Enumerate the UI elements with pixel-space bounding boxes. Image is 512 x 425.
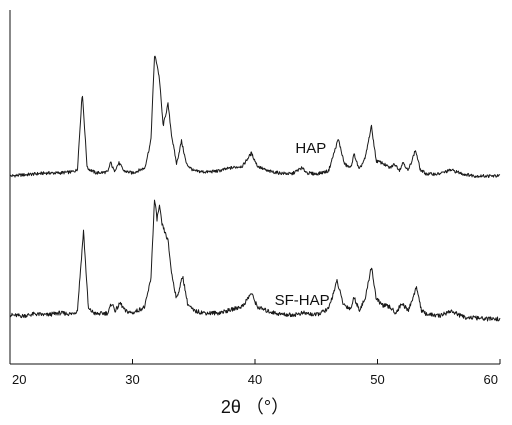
x-tick-label-50: 50	[370, 372, 384, 387]
series-label-hap: HAP	[295, 140, 326, 157]
series-label-sf-hap: SF-HAP	[275, 292, 330, 309]
axes	[9, 10, 500, 365]
x-tick-label-30: 30	[125, 372, 139, 387]
series-line-sf-hap	[9, 199, 501, 322]
annotations: HAP SF-HAP	[275, 140, 330, 309]
x-tick-label-40: 40	[248, 372, 262, 387]
x-tick-label-60: 60	[484, 372, 498, 387]
x-ticks: 20 30 40 50 60	[9, 359, 501, 387]
series-group	[9, 55, 501, 322]
x-axis-label: 2θ （°）	[221, 397, 289, 417]
x-tick-label-20: 20	[12, 372, 26, 387]
series-line-hap	[9, 55, 501, 179]
